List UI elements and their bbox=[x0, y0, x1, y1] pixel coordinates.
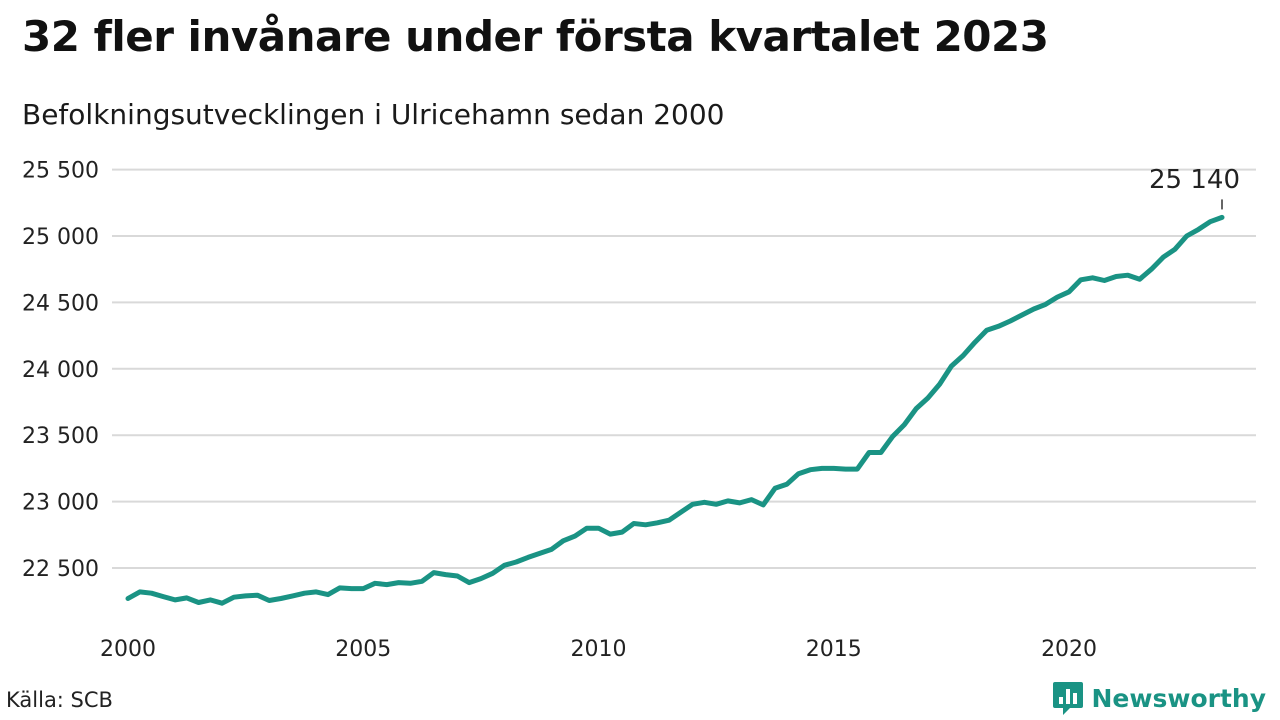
x-tick-label: 2020 bbox=[1041, 637, 1097, 662]
chart-logo-icon bbox=[1052, 682, 1083, 715]
chart-subtitle: Befolkningsutvecklingen i Ulricehamn sed… bbox=[22, 98, 725, 131]
y-tick-label: 24 500 bbox=[22, 291, 99, 316]
brand-logo: Newsworthy bbox=[1052, 680, 1267, 716]
population-line bbox=[125, 214, 1225, 606]
x-tick-label: 2005 bbox=[335, 637, 391, 662]
source-text: Källa: SCB bbox=[6, 688, 113, 712]
y-tick-label: 23 500 bbox=[22, 424, 99, 449]
y-tick-label: 22 500 bbox=[22, 557, 99, 582]
x-tick-label: 2015 bbox=[806, 637, 862, 662]
chart-title: 32 fler invånare under första kvartalet … bbox=[22, 12, 1049, 61]
brand-name: Newsworthy bbox=[1091, 683, 1267, 713]
y-tick-label: 23 000 bbox=[22, 491, 99, 516]
end-value-label: 25 140 bbox=[1149, 165, 1240, 195]
y-tick-label: 25 500 bbox=[22, 159, 99, 184]
y-tick-label: 24 000 bbox=[22, 358, 99, 383]
y-tick-label: 25 000 bbox=[22, 225, 99, 250]
x-tick-label: 2010 bbox=[571, 637, 627, 662]
x-tick-label: 2000 bbox=[100, 637, 156, 662]
